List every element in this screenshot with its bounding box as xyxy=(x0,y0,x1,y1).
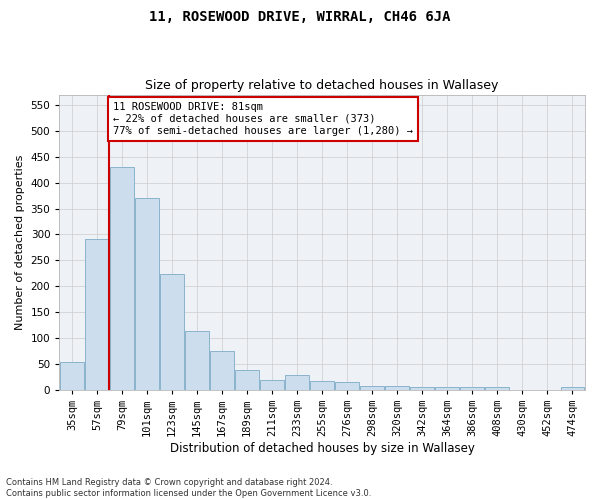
Bar xyxy=(185,332,209,390)
Bar xyxy=(135,198,159,390)
Bar xyxy=(560,388,584,390)
Bar xyxy=(60,362,84,390)
Bar xyxy=(410,388,434,390)
X-axis label: Distribution of detached houses by size in Wallasey: Distribution of detached houses by size … xyxy=(170,442,475,455)
Bar xyxy=(235,370,259,390)
Bar xyxy=(210,350,234,390)
Bar xyxy=(310,381,334,390)
Text: Contains HM Land Registry data © Crown copyright and database right 2024.
Contai: Contains HM Land Registry data © Crown c… xyxy=(6,478,371,498)
Bar xyxy=(385,386,409,390)
Bar xyxy=(460,388,484,390)
Bar xyxy=(160,274,184,390)
Bar xyxy=(260,380,284,390)
Bar xyxy=(285,375,309,390)
Title: Size of property relative to detached houses in Wallasey: Size of property relative to detached ho… xyxy=(145,79,499,92)
Bar xyxy=(85,239,109,390)
Text: 11, ROSEWOOD DRIVE, WIRRAL, CH46 6JA: 11, ROSEWOOD DRIVE, WIRRAL, CH46 6JA xyxy=(149,10,451,24)
Bar xyxy=(485,388,509,390)
Text: 11 ROSEWOOD DRIVE: 81sqm
← 22% of detached houses are smaller (373)
77% of semi-: 11 ROSEWOOD DRIVE: 81sqm ← 22% of detach… xyxy=(113,102,413,136)
Y-axis label: Number of detached properties: Number of detached properties xyxy=(15,154,25,330)
Bar xyxy=(335,382,359,390)
Bar xyxy=(361,386,384,390)
Bar xyxy=(110,167,134,390)
Bar xyxy=(436,388,459,390)
